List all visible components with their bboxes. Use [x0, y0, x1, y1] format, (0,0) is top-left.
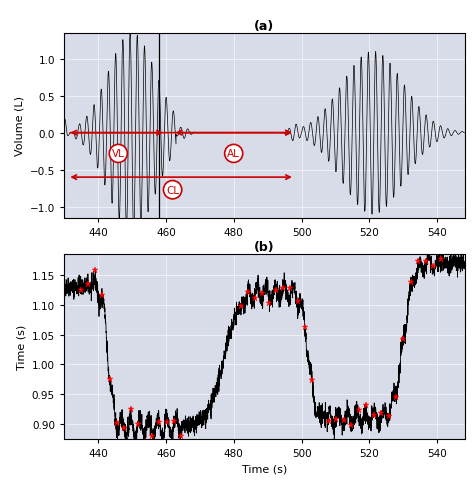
Text: VL: VL [112, 149, 125, 159]
Title: (b): (b) [254, 240, 274, 253]
Text: CL: CL [166, 185, 179, 195]
Title: (a): (a) [254, 20, 274, 33]
Y-axis label: Volume (L): Volume (L) [14, 96, 24, 156]
Text: AL: AL [227, 149, 240, 159]
Y-axis label: Time (s): Time (s) [16, 324, 26, 370]
X-axis label: Time (s): Time (s) [242, 464, 287, 474]
